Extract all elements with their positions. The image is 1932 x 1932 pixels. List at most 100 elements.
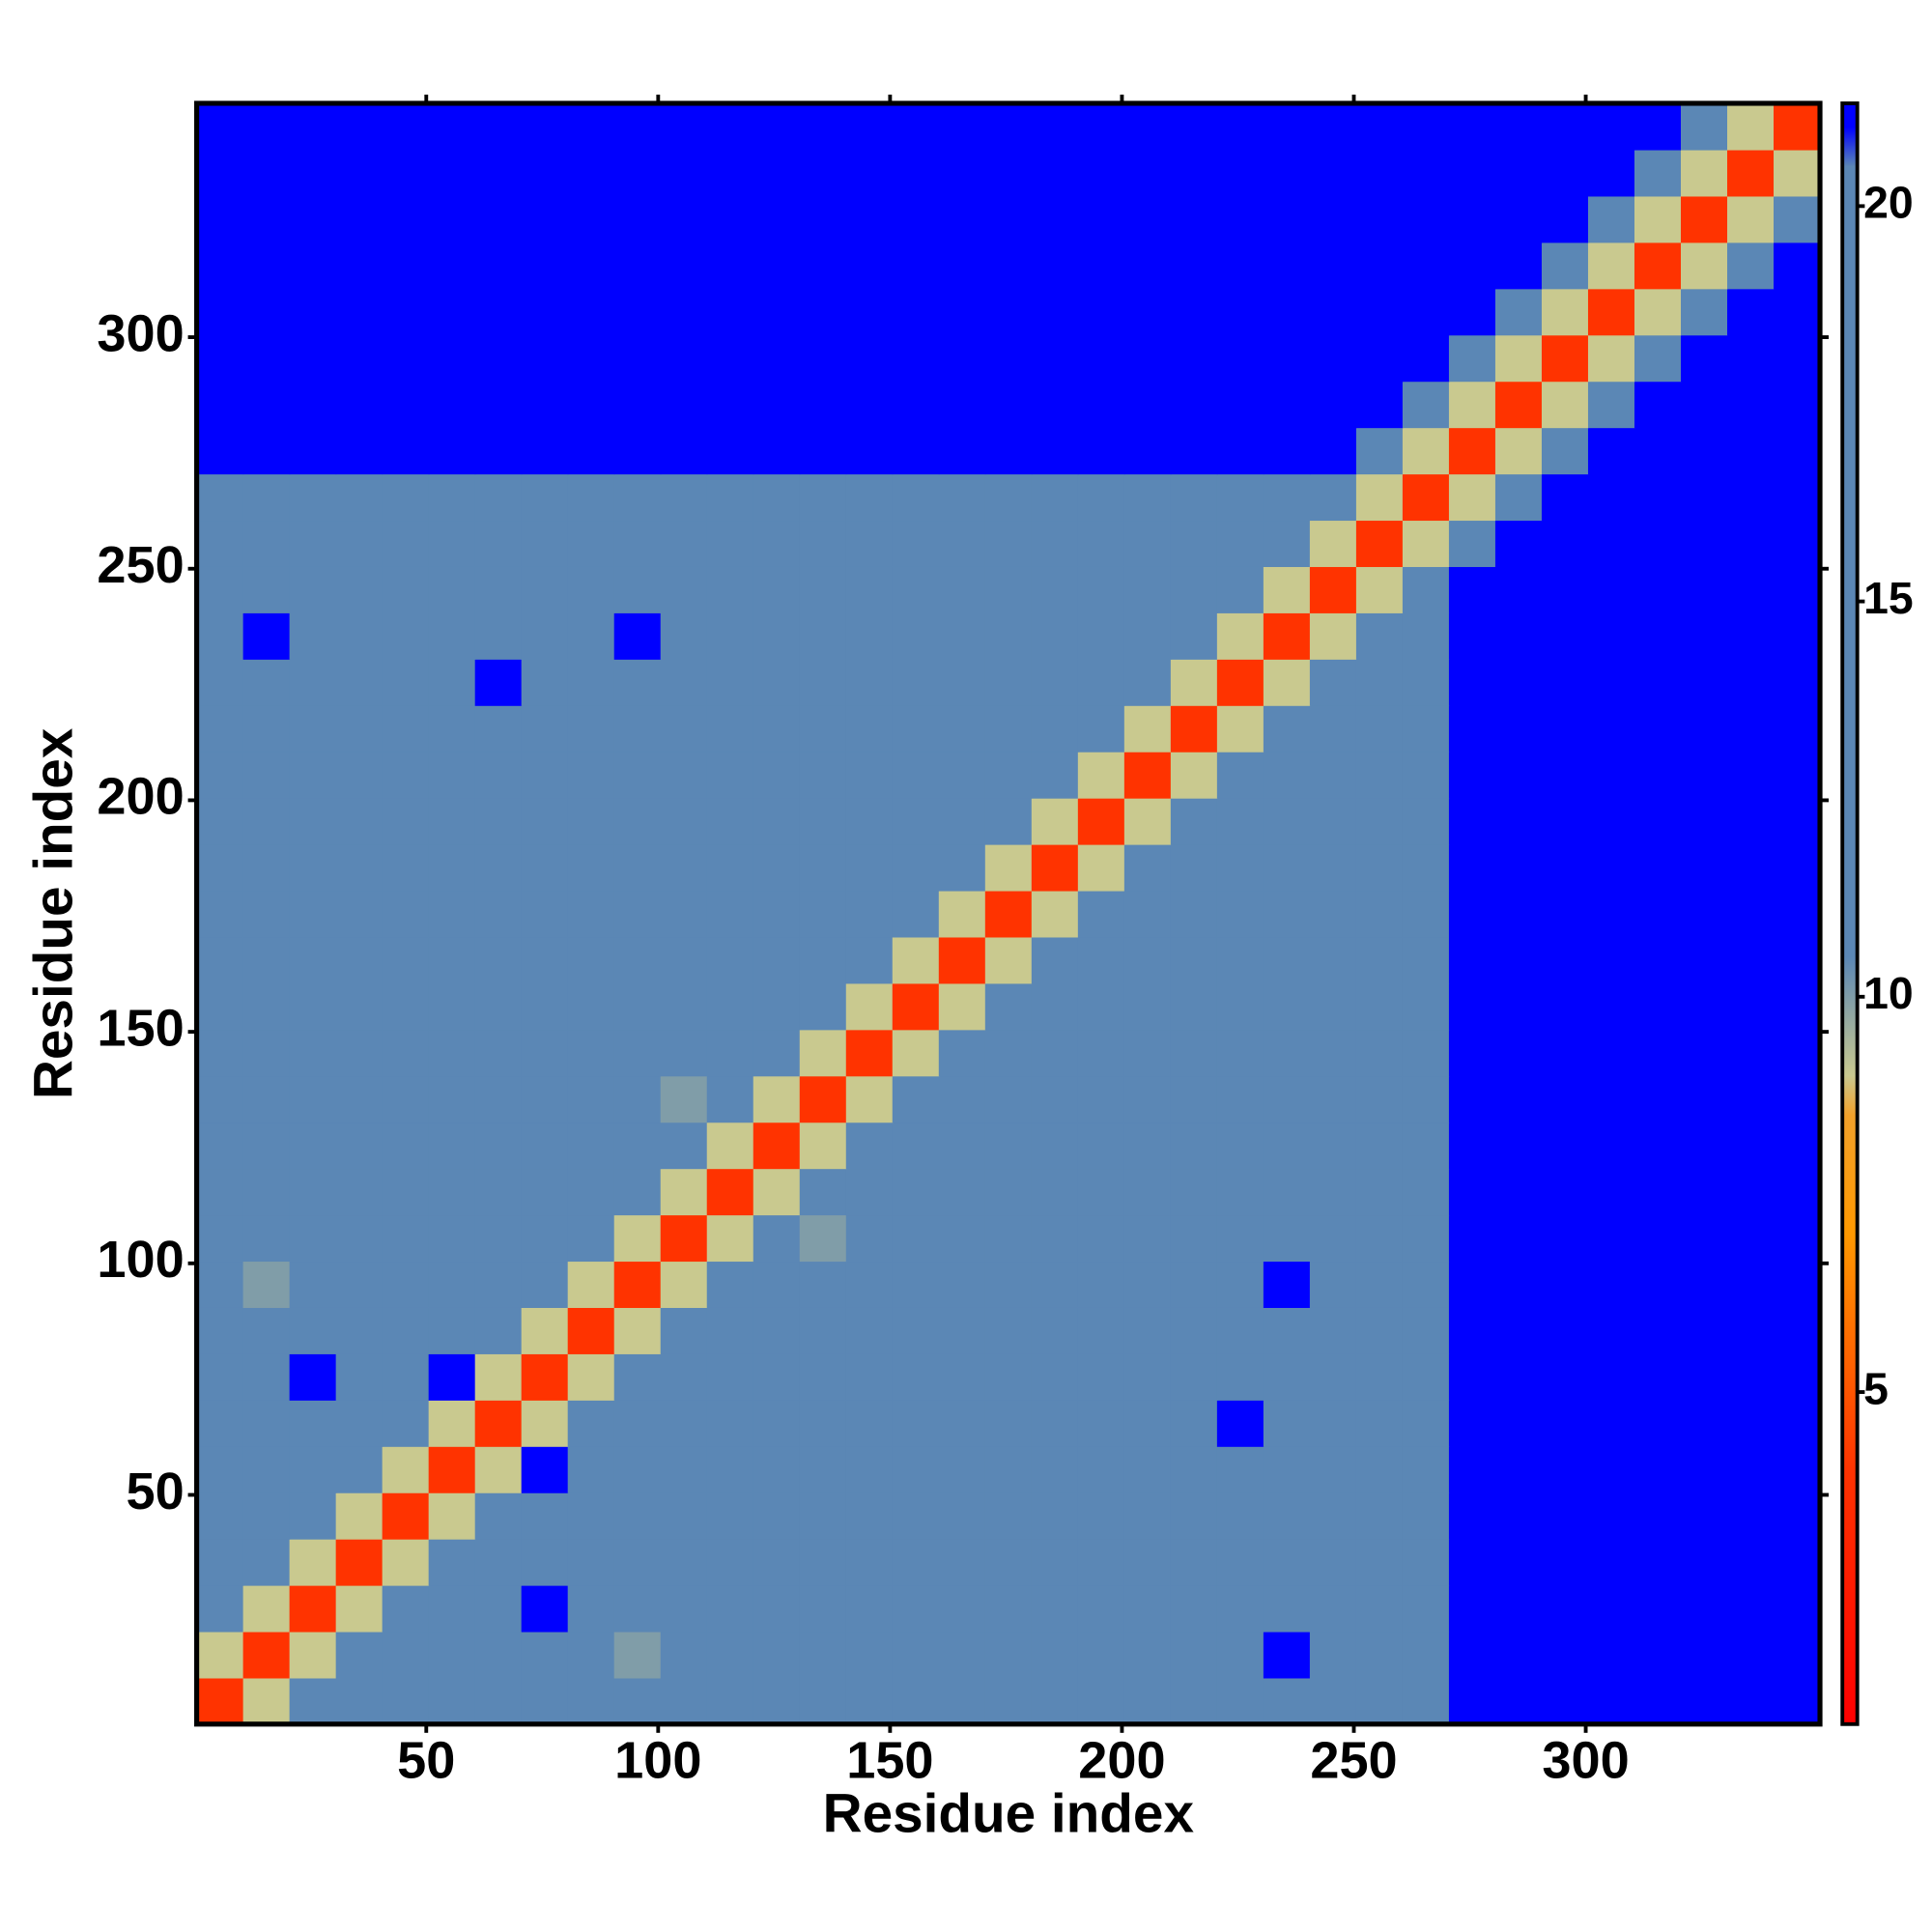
heatmap-cell (660, 1677, 708, 1725)
heatmap-cell (1448, 705, 1496, 753)
heatmap-cell (521, 1584, 569, 1633)
heatmap-cell (892, 1214, 940, 1263)
heatmap-cell (1448, 288, 1496, 336)
heatmap-cell (1541, 149, 1589, 197)
heatmap-cell (1263, 843, 1311, 892)
heatmap-cell (1355, 149, 1404, 197)
heatmap-cell (892, 1584, 940, 1633)
heatmap-cell (799, 102, 847, 151)
heatmap-cell (1634, 102, 1682, 151)
heatmap-cell (1170, 149, 1218, 197)
heatmap-cell (799, 1122, 847, 1170)
heatmap-cell (289, 1075, 337, 1123)
heatmap-cell (938, 1677, 986, 1725)
heatmap-cell (1448, 1122, 1496, 1170)
heatmap-cell (706, 612, 754, 660)
heatmap-cell (938, 1446, 986, 1493)
heatmap-cell (1123, 752, 1172, 799)
heatmap-cell (1309, 566, 1357, 613)
heatmap-cell (984, 1214, 1033, 1263)
heatmap-cell (474, 705, 523, 753)
heatmap-cell (1587, 1122, 1635, 1170)
heatmap-cell (938, 612, 986, 660)
heatmap-cell (660, 520, 708, 567)
heatmap-cell (474, 473, 523, 522)
heatmap-cell (753, 798, 801, 845)
heatmap-cell (1541, 1029, 1589, 1077)
heatmap-cell (242, 381, 291, 429)
heatmap-cell (1170, 334, 1218, 383)
heatmap-cell (1355, 982, 1404, 1031)
heatmap-cell (1123, 1584, 1172, 1633)
heatmap-cell (428, 1168, 476, 1216)
heatmap-cell (613, 1584, 662, 1633)
heatmap-cell (984, 242, 1033, 290)
heatmap-cell (984, 102, 1033, 151)
heatmap-cell (1355, 566, 1404, 613)
heatmap-cell (474, 566, 523, 613)
heatmap-cell (242, 1631, 291, 1679)
heatmap-cell (242, 1584, 291, 1633)
heatmap-cell (567, 1492, 615, 1540)
heatmap-cell (1077, 242, 1125, 290)
heatmap-cell (706, 1584, 754, 1633)
heatmap-cell (1587, 936, 1635, 984)
heatmap-cell (1774, 427, 1821, 475)
heatmap-cell (335, 705, 384, 753)
heatmap-cell (1355, 612, 1404, 660)
heatmap-cell (984, 1677, 1033, 1725)
heatmap-cell (1123, 843, 1172, 892)
heatmap-cell (521, 1539, 569, 1586)
heatmap-cell (799, 242, 847, 290)
heatmap-cell (845, 149, 894, 197)
heatmap-cell (660, 752, 708, 799)
heatmap-cell (1170, 612, 1218, 660)
x-tick-label: 200 (1078, 1731, 1165, 1789)
heatmap-cell (1494, 520, 1543, 567)
heatmap-cell (753, 473, 801, 522)
heatmap-cell (289, 1307, 337, 1354)
heatmap-cell (753, 1446, 801, 1493)
heatmap-cell (1216, 288, 1264, 336)
heatmap-cell (1726, 1353, 1775, 1401)
heatmap-cell (845, 752, 894, 799)
heatmap-cell (1634, 1539, 1682, 1586)
heatmap-cell (1541, 1400, 1589, 1447)
heatmap-cell (1077, 1029, 1125, 1077)
heatmap-cell (521, 890, 569, 938)
heatmap-cell (984, 1400, 1033, 1447)
heatmap-cell (474, 1539, 523, 1586)
heatmap-cell (660, 1353, 708, 1401)
heatmap-cell (753, 659, 801, 706)
heatmap-cell (567, 890, 615, 938)
heatmap-cell (1774, 242, 1821, 290)
heatmap-cell (1587, 752, 1635, 799)
heatmap-cell (660, 102, 708, 151)
heatmap-cell (706, 1353, 754, 1401)
heatmap-cell (845, 1029, 894, 1077)
heatmap-cell (1263, 1122, 1311, 1170)
heatmap-cell (753, 1029, 801, 1077)
heatmap-cell (1031, 149, 1079, 197)
heatmap-cell (1541, 752, 1589, 799)
heatmap-cell (799, 659, 847, 706)
heatmap-cell (1355, 427, 1404, 475)
heatmap-cell (613, 288, 662, 336)
heatmap-cell (660, 843, 708, 892)
heatmap-cell (521, 1677, 569, 1725)
heatmap-cell (613, 936, 662, 984)
heatmap-cell (382, 149, 430, 197)
heatmap-cell (1216, 334, 1264, 383)
heatmap-cell (1170, 473, 1218, 522)
heatmap-cell (984, 1584, 1033, 1633)
heatmap-cell (1170, 1539, 1218, 1586)
heatmap-cell (984, 705, 1033, 753)
heatmap-cell (1494, 427, 1543, 475)
heatmap-cell (984, 659, 1033, 706)
heatmap-cell (1726, 427, 1775, 475)
heatmap-cell (706, 843, 754, 892)
heatmap-cell (892, 288, 940, 336)
heatmap-cell (1494, 473, 1543, 522)
heatmap-cell (335, 890, 384, 938)
heatmap-cell (1402, 473, 1450, 522)
